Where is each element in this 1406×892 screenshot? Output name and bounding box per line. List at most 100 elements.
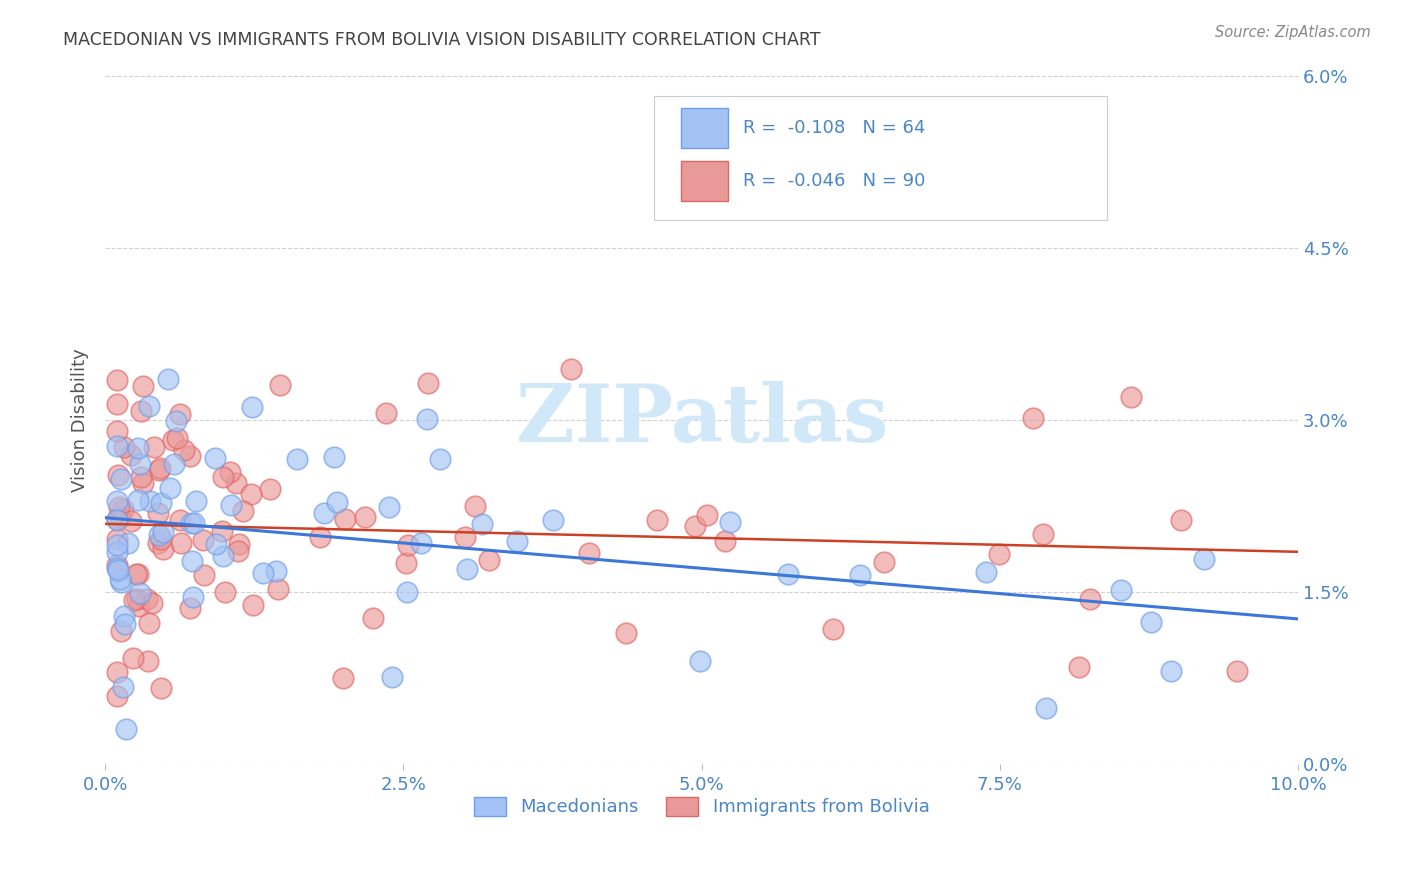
- Point: [132, 379, 155, 393]
- Point: [683, 519, 706, 533]
- Point: [776, 567, 799, 582]
- Text: ZIPatlas: ZIPatlas: [516, 381, 887, 458]
- Point: [226, 543, 249, 558]
- Point: [152, 524, 174, 539]
- Point: [478, 553, 501, 567]
- FancyBboxPatch shape: [682, 161, 728, 202]
- Point: [429, 452, 451, 467]
- Point: [232, 504, 254, 518]
- Point: [988, 547, 1011, 561]
- Point: [166, 431, 188, 445]
- Point: [110, 624, 132, 639]
- Point: [560, 362, 582, 376]
- Point: [128, 457, 150, 471]
- Point: [129, 470, 152, 484]
- Point: [179, 600, 201, 615]
- Point: [219, 498, 242, 512]
- Point: [1032, 527, 1054, 541]
- Point: [105, 511, 128, 525]
- Point: [184, 494, 207, 508]
- Point: [416, 376, 439, 390]
- Point: [1078, 591, 1101, 606]
- Point: [335, 512, 357, 526]
- Point: [138, 615, 160, 630]
- Point: [1226, 664, 1249, 678]
- Point: [163, 457, 186, 471]
- Point: [228, 537, 250, 551]
- Point: [332, 671, 354, 685]
- Point: [132, 476, 155, 491]
- Point: [267, 582, 290, 597]
- Point: [148, 528, 170, 542]
- Point: [120, 448, 142, 462]
- Legend: Macedonians, Immigrants from Bolivia: Macedonians, Immigrants from Bolivia: [467, 789, 936, 823]
- Point: [211, 524, 233, 538]
- Point: [105, 538, 128, 552]
- Point: [112, 680, 135, 694]
- Point: [240, 400, 263, 414]
- Point: [152, 542, 174, 557]
- Point: [138, 655, 160, 669]
- Point: [849, 568, 872, 582]
- Point: [124, 566, 146, 581]
- Point: [129, 404, 152, 418]
- Point: [375, 406, 398, 420]
- Point: [110, 472, 132, 486]
- Point: [718, 515, 741, 529]
- Point: [378, 500, 401, 515]
- Point: [108, 510, 131, 524]
- Point: [120, 514, 142, 528]
- Point: [127, 566, 149, 581]
- Point: [105, 665, 128, 679]
- Point: [108, 500, 131, 514]
- Point: [464, 499, 486, 513]
- Point: [170, 536, 193, 550]
- Text: R =  -0.108   N = 64: R = -0.108 N = 64: [744, 120, 925, 137]
- Point: [108, 573, 131, 587]
- Text: MACEDONIAN VS IMMIGRANTS FROM BOLIVIA VISION DISABILITY CORRELATION CHART: MACEDONIAN VS IMMIGRANTS FROM BOLIVIA VI…: [63, 31, 821, 49]
- Point: [156, 372, 179, 386]
- Point: [214, 585, 236, 599]
- Point: [107, 563, 129, 577]
- Point: [110, 575, 132, 590]
- Point: [111, 501, 134, 516]
- Point: [128, 586, 150, 600]
- Point: [1140, 615, 1163, 629]
- Point: [112, 609, 135, 624]
- Point: [645, 513, 668, 527]
- Point: [285, 451, 308, 466]
- Point: [506, 534, 529, 549]
- Point: [696, 508, 718, 522]
- Point: [150, 532, 173, 546]
- Point: [128, 599, 150, 614]
- Point: [117, 536, 139, 550]
- Point: [212, 469, 235, 483]
- Point: [162, 433, 184, 447]
- Point: [1160, 664, 1182, 678]
- Point: [714, 534, 737, 549]
- FancyBboxPatch shape: [682, 108, 728, 148]
- Point: [105, 545, 128, 559]
- Point: [180, 516, 202, 530]
- Point: [105, 513, 128, 527]
- Point: [141, 596, 163, 610]
- Point: [264, 564, 287, 578]
- Point: [146, 536, 169, 550]
- Point: [471, 517, 494, 532]
- Point: [326, 495, 349, 509]
- Point: [205, 536, 228, 550]
- Point: [363, 611, 385, 625]
- Point: [105, 532, 128, 546]
- Point: [269, 378, 291, 392]
- Point: [122, 651, 145, 665]
- Point: [183, 516, 205, 530]
- Point: [105, 373, 128, 387]
- Point: [149, 461, 172, 475]
- Point: [105, 425, 128, 439]
- Point: [1121, 390, 1143, 404]
- Point: [179, 449, 201, 463]
- Point: [173, 443, 195, 458]
- Point: [127, 492, 149, 507]
- Point: [219, 465, 242, 479]
- Point: [148, 463, 170, 477]
